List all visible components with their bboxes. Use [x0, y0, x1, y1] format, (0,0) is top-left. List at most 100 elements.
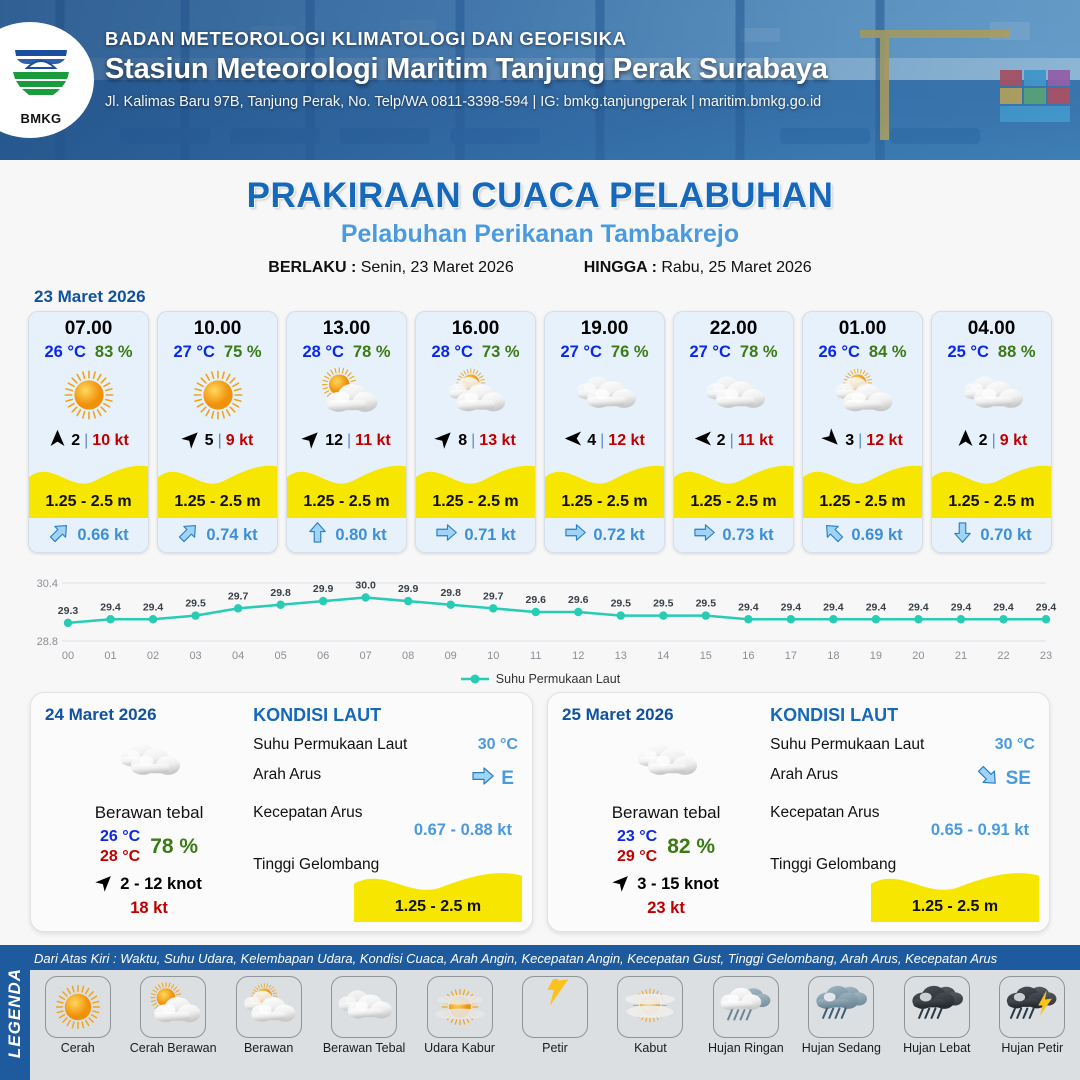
card-temp-hum: 27 °C 76 % — [545, 340, 664, 362]
weather-berawan-tebal-icon — [562, 731, 770, 793]
card-current-speed: 0.66 kt — [77, 525, 129, 544]
svg-text:22: 22 — [997, 650, 1009, 662]
svg-text:29.4: 29.4 — [823, 601, 844, 613]
card-current-speed: 0.71 kt — [464, 525, 516, 544]
card-wind-direction: 12 — [325, 432, 344, 449]
card-wind-speed: 12 kt — [866, 432, 903, 449]
valid-from-label: BERLAKU : — [268, 259, 357, 276]
svg-text:29.8: 29.8 — [440, 587, 461, 599]
wind-direction-arrow-icon — [48, 429, 67, 453]
current-direction-value-wrap: SE — [976, 764, 1031, 794]
svg-text:29.5: 29.5 — [696, 598, 717, 610]
wind-direction-arrow-icon — [301, 429, 321, 453]
card-time: 22.00 — [709, 318, 758, 339]
card-current-speed: 0.70 kt — [980, 525, 1032, 544]
card-wind-speed: 9 kt — [999, 432, 1028, 449]
svg-text:05: 05 — [274, 650, 286, 662]
card-wind: 3 | 12 kt — [803, 428, 922, 454]
daily-humidity: 82 % — [667, 835, 716, 858]
daily-forecast-panel: 24 Maret 2026 — [30, 692, 533, 932]
weather-kabut-icon — [617, 976, 684, 1038]
chart-legend-marker — [460, 673, 490, 685]
hourly-card: 04.00 25 °C 88 % — [931, 311, 1052, 553]
current-direction-arrow-icon — [564, 521, 587, 549]
weather-hujan-lebat-icon — [903, 976, 970, 1038]
card-current: 0.71 kt — [416, 518, 535, 552]
daily-panel-right: KONDISI LAUT Suhu Permukaan Laut 30 °C A… — [253, 705, 522, 922]
hourly-card: 07.00 26 °C 83 % — [28, 311, 149, 553]
svg-text:29.5: 29.5 — [653, 598, 674, 610]
card-current-speed: 0.73 kt — [722, 525, 774, 544]
legend-item: Udara Kabur — [414, 976, 506, 1055]
svg-text:00: 00 — [62, 650, 74, 662]
card-temperature: 28 °C — [302, 343, 344, 361]
card-time: 16.00 — [451, 318, 500, 339]
card-wind: 8 | 13 kt — [416, 428, 535, 454]
card-temp-hum: 25 °C 88 % — [932, 340, 1051, 362]
sea-conditions-title: KONDISI LAUT — [253, 705, 382, 725]
current-direction-arrow-icon — [471, 764, 495, 794]
weather-cerah-icon — [29, 362, 148, 428]
weather-hujan-ringan-icon — [712, 976, 779, 1038]
wind-direction-arrow-icon — [180, 429, 201, 453]
svg-text:29.4: 29.4 — [951, 601, 972, 613]
svg-text:29.4: 29.4 — [866, 601, 887, 613]
legend-item-label: Hujan Petir — [1001, 1041, 1064, 1055]
svg-text:30.0: 30.0 — [355, 580, 376, 592]
card-time: 04.00 — [967, 318, 1016, 339]
svg-text:20: 20 — [912, 650, 924, 662]
wind-separator: | — [991, 432, 996, 449]
svg-text:28.8: 28.8 — [37, 636, 58, 648]
card-wave: 1.25 - 2.5 m — [545, 456, 664, 518]
card-current-speed: 0.72 kt — [593, 525, 645, 544]
weather-hujan-petir-icon — [999, 976, 1066, 1038]
card-wind-speed: 10 kt — [92, 432, 129, 449]
legend-item-label: Berawan — [243, 1041, 294, 1055]
card-wind-direction: 5 — [204, 432, 214, 449]
legend-item: Petir — [509, 976, 601, 1055]
hourly-card: 22.00 27 °C 78 % — [673, 311, 794, 553]
svg-text:23: 23 — [1040, 650, 1052, 662]
card-time: 07.00 — [64, 318, 113, 339]
current-direction-arrow-icon — [976, 764, 1000, 794]
weather-berawan-tebal-icon — [545, 362, 664, 428]
current-direction-arrow-icon — [951, 521, 974, 549]
daily-humidity: 78 % — [150, 835, 199, 858]
validity-row: BERLAKU : Senin, 23 Maret 2026 HINGGA : … — [0, 259, 1080, 277]
station-name: Stasiun Meteorologi Maritim Tanjung Pera… — [105, 53, 828, 85]
wind-direction-arrow-icon — [956, 429, 975, 453]
card-temperature: 27 °C — [173, 343, 215, 361]
current-direction-label: Arah Arus — [770, 766, 839, 783]
card-wave: 1.25 - 2.5 m — [803, 456, 922, 518]
wind-separator: | — [84, 432, 89, 449]
wave-height-label: Tinggi Gelombang — [770, 856, 897, 873]
card-temp-hum: 26 °C 83 % — [29, 340, 148, 362]
card-wave: 1.25 - 2.5 m — [932, 456, 1051, 518]
sst-label: Suhu Permukaan Laut — [253, 736, 408, 753]
legend-item-label: Berawan Tebal — [322, 1041, 406, 1055]
daily-wind: 2 - 12 knot — [45, 873, 253, 896]
card-humidity: 78 % — [352, 343, 391, 361]
svg-text:14: 14 — [657, 650, 669, 662]
legend-item: Cerah — [32, 976, 124, 1055]
daily-temp-min: 23 °C — [617, 828, 658, 845]
legend-item: Berawan Tebal — [318, 976, 410, 1055]
weather-cerah-icon — [158, 362, 277, 428]
sst-label: Suhu Permukaan Laut — [770, 736, 925, 753]
card-humidity: 76 % — [610, 343, 649, 361]
sst-chart-svg: 30.4 28.8 29.3 00 29.4 01 29.4 02 29.5 03 29.7 04 29… — [37, 578, 1057, 662]
card-current-speed: 0.69 kt — [851, 525, 903, 544]
legend-item-label: Petir — [542, 1041, 568, 1055]
wave-height-label: Tinggi Gelombang — [253, 856, 380, 873]
card-current: 0.73 kt — [674, 518, 793, 552]
wind-direction-arrow-icon — [821, 428, 841, 453]
valid-from-value: Senin, 23 Maret 2026 — [360, 259, 514, 276]
card-current: 0.74 kt — [158, 518, 277, 552]
svg-text:15: 15 — [700, 650, 712, 662]
header-overlay — [0, 0, 1080, 160]
card-wind-speed: 12 kt — [608, 432, 645, 449]
sea-current-direction-row: Arah Arus E — [253, 764, 518, 794]
card-time: 19.00 — [580, 318, 629, 339]
card-wind: 4 | 12 kt — [545, 428, 664, 454]
legend-item-label: Hujan Ringan — [708, 1041, 784, 1055]
